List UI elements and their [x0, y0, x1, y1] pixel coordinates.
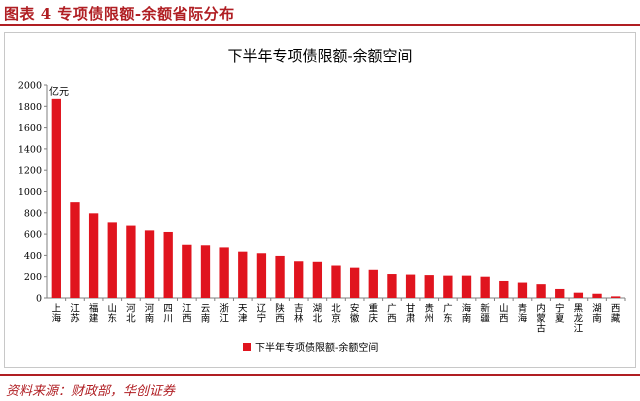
bar-江西 — [182, 244, 192, 298]
bar-云南 — [200, 245, 211, 298]
bar-广东 — [443, 275, 453, 298]
x-tick-label-辽宁: 辽宁 — [257, 303, 267, 325]
legend-label: 下半年专项债限额-余额空间 — [255, 341, 378, 354]
y-tick-label: 600 — [24, 230, 42, 241]
x-tick-label-云南: 云南 — [201, 304, 211, 325]
x-tick-label-陕西: 陕西 — [275, 303, 285, 325]
figure-footer: 资料来源：财政部，华创证券 — [0, 374, 640, 401]
bar-辽宁 — [256, 253, 267, 298]
y-tick-label: 2000 — [18, 81, 42, 92]
bar-河南 — [144, 230, 155, 298]
bar-新疆 — [480, 276, 490, 298]
x-tick-label-西藏: 西藏 — [611, 304, 621, 325]
bar-吉林 — [294, 261, 304, 298]
chart-frame: 下半年专项债限额-余额空间 亿元 0 200 400 600 800 1000 1200 1400… — [4, 32, 636, 368]
y-tick-label: 800 — [24, 208, 42, 219]
x-tick-label-吉林: 吉林 — [294, 304, 304, 325]
bar-湖北 — [312, 261, 323, 298]
legend-swatch — [243, 343, 251, 351]
bar-福建 — [88, 213, 99, 298]
x-tick-label-贵州: 贵州 — [424, 303, 434, 325]
x-tick-label-黑龙江: 黑龙江 — [574, 304, 584, 335]
x-tick-label-山西: 山西 — [499, 304, 509, 325]
x-tick-label-甘肃: 甘肃 — [406, 303, 416, 325]
y-tick-label: 1600 — [18, 123, 42, 134]
bar-安徽 — [349, 267, 360, 298]
x-tick-label-广西: 广西 — [387, 303, 397, 325]
bar-北京 — [331, 265, 341, 298]
y-tick-label: 400 — [24, 251, 42, 262]
bar-西藏 — [611, 296, 621, 298]
x-tick-label-江西: 江西 — [182, 304, 192, 325]
y-tick-label: 1400 — [18, 144, 42, 155]
bar-宁夏 — [555, 288, 565, 298]
x-tick-label-河南: 河南 — [145, 303, 155, 325]
x-tick-label-上海: 上海 — [52, 304, 62, 325]
y-tick-label: 1800 — [18, 102, 42, 113]
bar-甘肃 — [405, 274, 416, 298]
source-note: 资料来源：财政部，华创证券 — [6, 384, 176, 399]
x-tick-label-天津: 天津 — [238, 304, 248, 325]
x-tick-label-内蒙古: 内蒙古 — [536, 303, 546, 335]
x-tick-label-新疆: 新疆 — [480, 303, 490, 325]
bar-广西 — [387, 274, 397, 298]
bar-贵州 — [424, 275, 434, 298]
x-tick-label-重庆: 重庆 — [369, 303, 379, 325]
bar-江苏 — [70, 202, 80, 298]
x-tick-label-福建: 福建 — [89, 303, 99, 325]
y-tick-label: 200 — [24, 272, 42, 283]
bar-海南 — [461, 275, 472, 298]
x-tick-label-湖北: 湖北 — [313, 304, 323, 325]
figure-header: 图表 4 专项债限额-余额省际分布 — [0, 0, 640, 26]
bar-黑龙江 — [573, 292, 584, 298]
x-tick-label-海南: 海南 — [462, 303, 472, 325]
y-tick-label: 0 — [36, 294, 42, 305]
bar-内蒙古 — [536, 284, 546, 298]
figure-title: 图表 4 专项债限额-余额省际分布 — [4, 5, 235, 23]
bar-chart: 下半年专项债限额-余额空间亿元0200400600800100012001400… — [18, 47, 626, 354]
bar-四川 — [163, 231, 173, 298]
bar-河北 — [126, 225, 136, 298]
y-unit-label: 亿元 — [49, 85, 69, 98]
y-tick-label: 1200 — [18, 166, 42, 177]
bar-浙江 — [219, 247, 229, 298]
bar-重庆 — [368, 269, 378, 298]
x-tick-label-北京: 北京 — [331, 304, 341, 325]
x-tick-label-宁夏: 宁夏 — [555, 303, 565, 325]
bar-湖南 — [592, 293, 602, 298]
bar-上海 — [51, 98, 61, 298]
bar-陕西 — [275, 255, 285, 298]
x-tick-label-江苏: 江苏 — [70, 304, 80, 325]
bar-山西 — [499, 280, 509, 298]
x-tick-label-广东: 广东 — [443, 303, 453, 325]
y-tick-label: 1000 — [18, 187, 42, 198]
x-tick-label-山东: 山东 — [108, 304, 118, 325]
x-tick-label-湖南: 湖南 — [592, 304, 602, 325]
bar-山东 — [107, 222, 117, 298]
x-tick-label-青海: 青海 — [518, 303, 528, 325]
x-tick-label-河北: 河北 — [126, 303, 136, 325]
x-tick-label-浙江: 浙江 — [219, 303, 229, 325]
x-tick-label-四川: 四川 — [163, 304, 173, 325]
bar-天津 — [238, 251, 248, 298]
x-tick-label-安徽: 安徽 — [350, 303, 360, 325]
chart-title: 下半年专项债限额-余额空间 — [227, 47, 412, 65]
bar-青海 — [517, 282, 528, 298]
